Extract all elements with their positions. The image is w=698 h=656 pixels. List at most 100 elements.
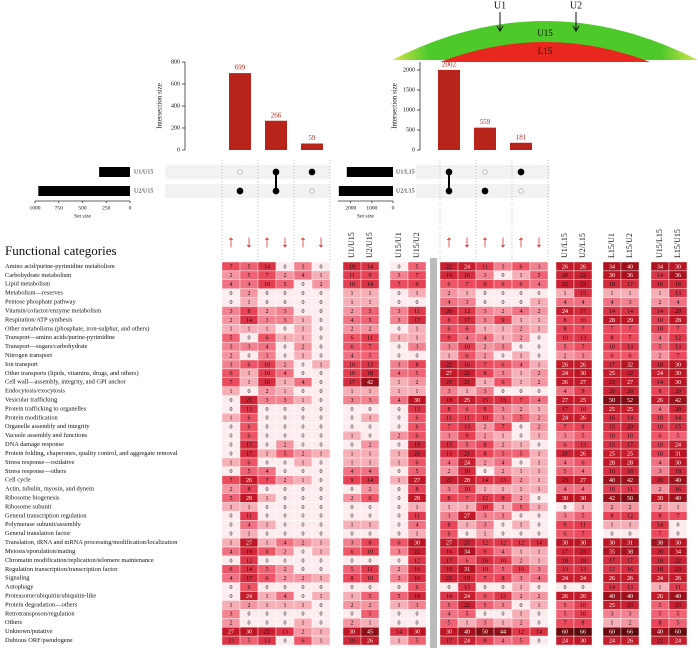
cell-value: 10 xyxy=(657,442,663,448)
cell-value: 0 xyxy=(284,353,287,359)
leaf-inner xyxy=(440,42,650,62)
cell-value: 2 xyxy=(302,576,305,582)
cell-value: 14 xyxy=(536,540,542,546)
cell-value: 2 xyxy=(302,451,305,457)
cell-value: 30 xyxy=(414,398,420,404)
cell-value: 31 xyxy=(627,540,633,546)
cell-value: 2 xyxy=(502,309,505,315)
cell-value: 9 xyxy=(484,282,487,288)
row-label: Lipid metabolism xyxy=(5,281,50,288)
cell-value: 0 xyxy=(520,425,523,431)
cell-value: 0 xyxy=(266,460,269,466)
cell-value: 21 xyxy=(446,380,452,386)
cell-value: 29 xyxy=(627,318,633,324)
cell-value: 22 xyxy=(657,638,663,644)
cell-value: 18 xyxy=(675,469,681,475)
cell-value: 2 xyxy=(284,549,287,555)
cell-value: 1 xyxy=(502,327,505,333)
cell-value: 2 xyxy=(538,380,541,386)
cell-value: 4 xyxy=(502,549,505,555)
cell-value: 11 xyxy=(246,514,252,520)
cell-value: 3 xyxy=(502,264,505,270)
cell-value: 9 xyxy=(448,336,451,342)
cell-value: 22 xyxy=(446,264,452,270)
cell-value: 6 xyxy=(502,282,505,288)
cell-value: 2 xyxy=(659,300,662,306)
cell-value: 6 xyxy=(248,416,251,422)
column-header: U15/U1 xyxy=(394,232,403,258)
cell-value: 0 xyxy=(230,523,233,529)
cell-value: 0 xyxy=(320,336,323,342)
cell-value: 40 xyxy=(675,594,681,600)
cell-value: 6 xyxy=(466,353,469,359)
cell-value: 24 xyxy=(562,638,568,644)
cell-value: 8 xyxy=(564,318,567,324)
cell-value: 9 xyxy=(484,407,487,413)
cell-value: 24 xyxy=(464,638,470,644)
cell-value: 1 xyxy=(248,371,251,377)
row-label: Protein trafficking to organelles xyxy=(5,405,87,412)
cell-value: 0 xyxy=(369,407,372,413)
cell-value: 0 xyxy=(398,523,401,529)
cell-value: 16 xyxy=(464,469,470,475)
cell-value: 38 xyxy=(657,540,663,546)
cell-value: 10 xyxy=(482,567,488,573)
cell-value: 2 xyxy=(659,487,662,493)
value-label: 181 xyxy=(516,133,527,141)
cell-value: 30 xyxy=(246,630,252,636)
cell-value: 25 xyxy=(609,371,615,377)
cell-value: 26 xyxy=(562,362,568,368)
cell-value: 17 xyxy=(349,380,355,386)
cell-value: 1 xyxy=(538,603,541,609)
cell-value: 16 xyxy=(675,487,681,493)
cell-value: 0 xyxy=(320,300,323,306)
cell-value: 13 xyxy=(414,407,420,413)
cell-value: 2 xyxy=(659,353,662,359)
cell-value: 1 xyxy=(320,630,323,636)
cell-value: 17 xyxy=(627,558,633,564)
cell-value: 13 xyxy=(464,425,470,431)
cell-value: 17 xyxy=(246,442,252,448)
cell-value: 3 xyxy=(538,264,541,270)
cell-value: 2 xyxy=(398,434,401,440)
cell-value: 0 xyxy=(466,532,469,538)
cell-value: 10 xyxy=(500,558,506,564)
cell-value: 11 xyxy=(580,523,586,529)
cell-value: 0 xyxy=(369,585,372,591)
cell-value: 16 xyxy=(414,576,420,582)
cell-value: 1 xyxy=(520,469,523,475)
cell-value: 0 xyxy=(284,487,287,493)
cell-value: 2 xyxy=(448,469,451,475)
row-label: Ribosome biogenesis xyxy=(5,495,60,502)
cell-value: 3 xyxy=(302,264,305,270)
cell-value: 23 xyxy=(580,282,586,288)
cell-value: 4 xyxy=(398,398,401,404)
cell-value: 2 xyxy=(230,487,233,493)
cell-value: 40 xyxy=(675,496,681,502)
matrix-dot xyxy=(518,188,524,194)
cell-value: 26 xyxy=(562,264,568,270)
cell-value: 0 xyxy=(629,532,632,538)
cell-value: 13 xyxy=(675,344,681,350)
cell-value: 0 xyxy=(582,585,585,591)
cell-value: 1 xyxy=(538,558,541,564)
cell-value: 18 xyxy=(657,362,663,368)
cell-value: 1 xyxy=(284,603,287,609)
column-header: ↓ xyxy=(499,232,508,251)
cell-value: 14 xyxy=(396,630,402,636)
cell-value: 3 xyxy=(448,487,451,493)
cell-value: 6 xyxy=(484,594,487,600)
cell-value: 14 xyxy=(657,523,663,529)
x-axis-label: Set size xyxy=(74,213,92,219)
cell-value: 1 xyxy=(230,327,233,333)
cell-value: 3 xyxy=(564,514,567,520)
cell-value: 26 xyxy=(580,362,586,368)
cell-value: 42 xyxy=(367,380,373,386)
cell-value: 34 xyxy=(657,264,663,270)
cell-value: 7 xyxy=(266,478,269,484)
cell-value: 22 xyxy=(464,603,470,609)
cell-value: 1 xyxy=(351,523,354,529)
cell-value: 6 xyxy=(248,362,251,368)
arrow-head xyxy=(572,25,580,32)
cell-value: 27 xyxy=(580,478,586,484)
